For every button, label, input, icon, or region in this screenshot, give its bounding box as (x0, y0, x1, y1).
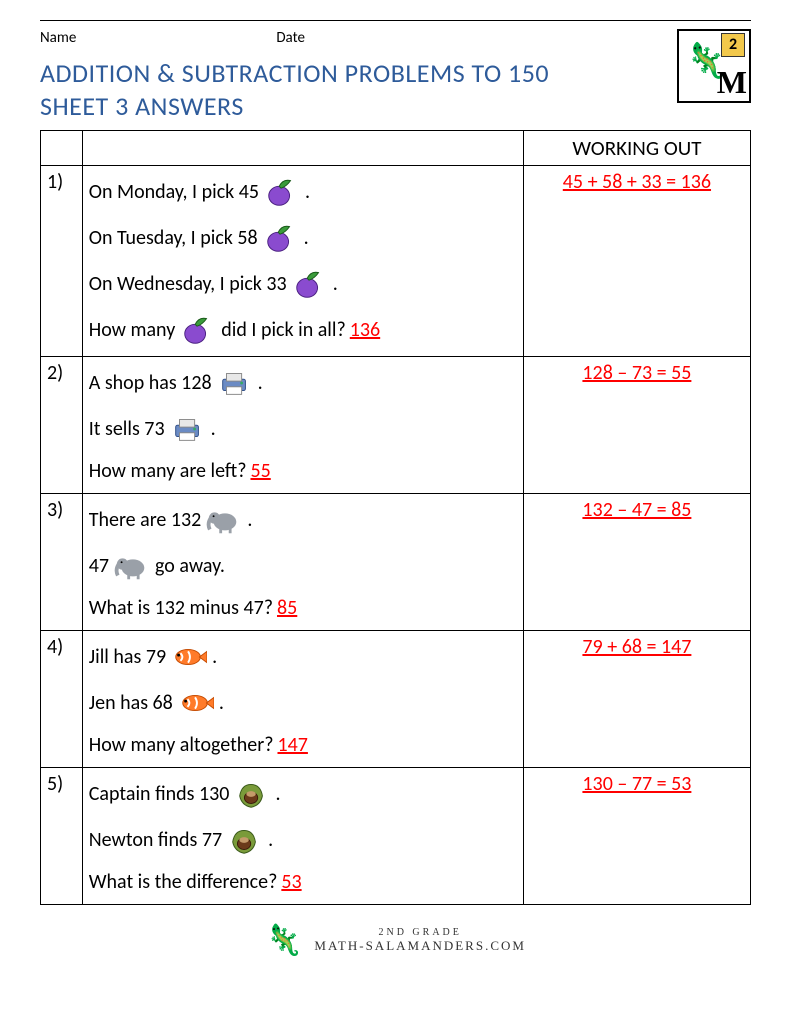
answer: 147 (277, 733, 307, 757)
logo-letter: M (717, 64, 747, 101)
working-out: 130 – 77 = 53 (523, 768, 750, 905)
line-text: . (275, 782, 280, 806)
line-text: There are 132 (89, 508, 202, 532)
answer: 53 (281, 870, 301, 894)
line-text: How many are left? (89, 459, 247, 483)
plum-icon (179, 314, 217, 346)
line-text: A shop has 128 (89, 371, 212, 395)
line-text: . (247, 508, 252, 532)
logo: 🦎 2 M (677, 29, 751, 103)
line-text: Jen has 68 (89, 691, 173, 715)
table-row: 5)Captain finds 130.Newton finds 77.What… (41, 768, 751, 905)
line-text: . (219, 691, 224, 715)
chestnut-icon (226, 824, 264, 856)
problem-line: On Tuesday, I pick 58. (89, 222, 517, 254)
table-row: 3)There are 132. 47 go away. What is 132 mi… (41, 494, 751, 631)
problem-line: How many did I pick in all? 136 (89, 314, 517, 346)
line-text: . (304, 226, 309, 250)
problem-line: How many altogether? 147 (89, 733, 517, 757)
line-text: . (333, 272, 338, 296)
printer-icon (169, 413, 207, 445)
line-text: . (258, 371, 263, 395)
line-text: On Monday, I pick 45 (89, 180, 259, 204)
footer-salamander-icon: 🦎 (265, 923, 304, 958)
elephant-icon (205, 504, 243, 536)
working-out: 128 – 73 = 55 (523, 357, 750, 494)
problem-body: A shop has 128.It sells 73.How many are … (82, 357, 523, 494)
line-text: On Wednesday, I pick 33 (89, 272, 287, 296)
problem-number: 4) (41, 631, 83, 768)
working-out: 45 + 58 + 33 = 136 (523, 166, 750, 357)
problem-line: 47 go away. (89, 550, 517, 582)
problem-body: Captain finds 130.Newton finds 77.What i… (82, 768, 523, 905)
problem-line: Jen has 68. (89, 687, 517, 719)
problem-body: On Monday, I pick 45.On Tuesday, I pick … (82, 166, 523, 357)
chestnut-icon (233, 778, 271, 810)
footer: 🦎 2ND GRADE MATH-SALAMANDERS.COM (40, 923, 751, 958)
problem-number: 3) (41, 494, 83, 631)
title-line1: ADDITION & SUBTRACTION PROBLEMS TO 150 (40, 57, 549, 89)
title-line2: SHEET 3 ANSWERS (40, 90, 244, 122)
line-text: go away. (155, 554, 225, 578)
logo-grade: 2 (721, 33, 745, 57)
footer-line1: 2ND GRADE (314, 927, 526, 938)
table-row: 4)Jill has 79.Jen has 68.How many altoge… (41, 631, 751, 768)
answer: 136 (350, 318, 380, 342)
line-text: 47 (89, 554, 109, 578)
line-text: . (268, 828, 273, 852)
date-label: Date (276, 29, 305, 47)
problem-line: There are 132. (89, 504, 517, 536)
line-text: Jill has 79 (89, 645, 166, 669)
problem-line: What is the difference? 53 (89, 870, 517, 894)
working-out: 132 – 47 = 85 (523, 494, 750, 631)
working-out: 79 + 68 = 147 (523, 631, 750, 768)
plum-icon (262, 222, 300, 254)
printer-icon (216, 367, 254, 399)
line-text: did I pick in all? (221, 318, 346, 342)
fish-icon (170, 641, 208, 673)
problem-line: How many are left? 55 (89, 459, 517, 483)
problem-line: Captain finds 130. (89, 778, 517, 810)
problem-line: On Monday, I pick 45. (89, 176, 517, 208)
problem-number: 5) (41, 768, 83, 905)
line-text: . (212, 645, 217, 669)
col-body-header (82, 131, 523, 166)
plum-icon (263, 176, 301, 208)
line-text: On Tuesday, I pick 58 (89, 226, 258, 250)
col-working-header: WORKING OUT (523, 131, 750, 166)
line-text: Captain finds 130 (89, 782, 230, 806)
answer: 85 (277, 596, 297, 620)
line-text: Newton finds 77 (89, 828, 222, 852)
table-row: 2)A shop has 128.It sells 73.How many ar… (41, 357, 751, 494)
plum-icon (291, 268, 329, 300)
col-num-header (41, 131, 83, 166)
problem-line: Newton finds 77. (89, 824, 517, 856)
line-text: It sells 73 (89, 417, 165, 441)
problem-line: On Wednesday, I pick 33. (89, 268, 517, 300)
line-text: How many altogether? (89, 733, 274, 757)
elephant-icon (113, 550, 151, 582)
problem-number: 1) (41, 166, 83, 357)
fish-icon (177, 687, 215, 719)
line-text: How many (89, 318, 176, 342)
line-text: What is the difference? (89, 870, 278, 894)
problems-table: WORKING OUT 1)On Monday, I pick 45.On Tu… (40, 130, 751, 905)
name-label: Name (40, 29, 76, 47)
problem-number: 2) (41, 357, 83, 494)
problem-body: Jill has 79.Jen has 68.How many altogeth… (82, 631, 523, 768)
footer-line2: MATH-SALAMANDERS.COM (314, 938, 526, 954)
line-text: What is 132 minus 47? (89, 596, 273, 620)
table-row: 1)On Monday, I pick 45.On Tuesday, I pic… (41, 166, 751, 357)
problem-line: It sells 73. (89, 413, 517, 445)
problem-body: There are 132. 47 go away. What is 132 minu… (82, 494, 523, 631)
line-text: . (211, 417, 216, 441)
answer: 55 (250, 459, 270, 483)
problem-line: A shop has 128. (89, 367, 517, 399)
problem-line: Jill has 79. (89, 641, 517, 673)
problem-line: What is 132 minus 47? 85 (89, 596, 517, 620)
line-text: . (305, 180, 310, 204)
